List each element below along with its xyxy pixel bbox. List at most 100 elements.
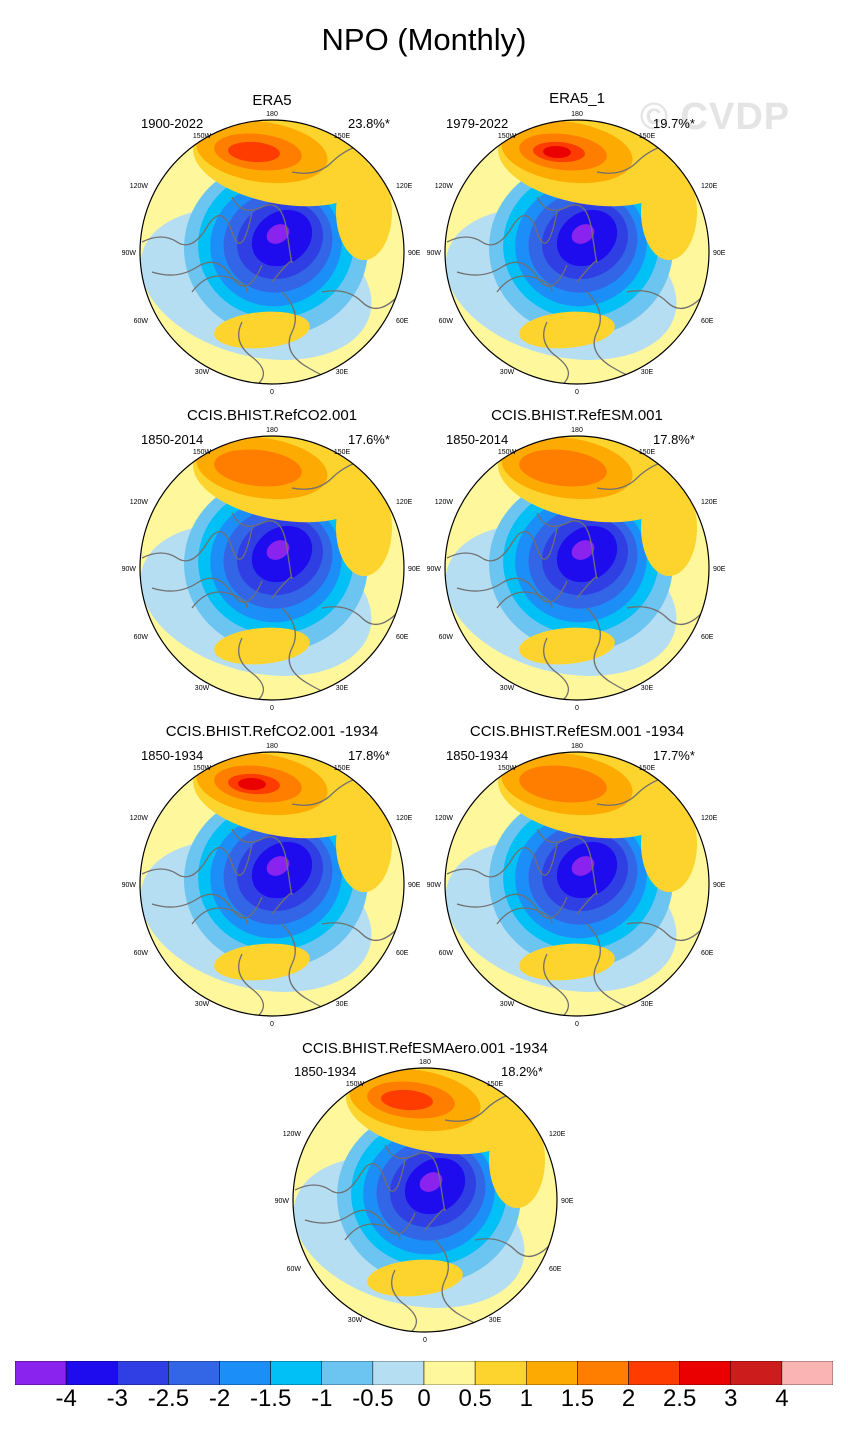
- lon-label-bottom: 0: [575, 1021, 579, 1028]
- coastline: [238, 321, 264, 384]
- coastline: [151, 261, 263, 287]
- colorbar-box: [372, 1361, 425, 1385]
- lon-label-right-mid: 90E: [713, 882, 726, 889]
- lon-label-right-mid: 90E: [713, 566, 726, 573]
- lon-label-bottom-right: 30E: [641, 1001, 654, 1008]
- contour-pos-2: [381, 1089, 433, 1111]
- lon-label-right-upper: 120E: [701, 183, 718, 190]
- lon-label-top-left: 150W: [193, 133, 212, 140]
- polar-map: 180 0 90W 90E 120W 60W 120E 60E 150W 150E 30W 30E: [275, 1059, 574, 1344]
- colorbar-box: [65, 1361, 118, 1385]
- coastline: [238, 953, 264, 1016]
- lon-label-left-lower: 60W: [287, 1266, 302, 1273]
- lon-label-top-left: 150W: [193, 449, 212, 456]
- contour-fill: [293, 1068, 557, 1332]
- watermark: © CVDP: [640, 96, 791, 138]
- lon-label-left-upper: 120W: [130, 499, 149, 506]
- contour-fill: [140, 436, 404, 700]
- lon-label-top: 180: [266, 743, 278, 750]
- panel-years: 1900-2022: [141, 116, 204, 131]
- coastline: [456, 577, 568, 603]
- panel-variance-pct: 17.6%*: [348, 432, 390, 447]
- lon-label-top: 180: [266, 111, 278, 118]
- map-border: [444, 119, 710, 385]
- lon-label-top-left: 150W: [346, 1081, 365, 1088]
- lon-label-right-mid: 90E: [713, 250, 726, 257]
- lon-label-top: 180: [571, 111, 583, 118]
- contour-fill: [445, 120, 709, 384]
- colorbar-tick-label: 1.5: [560, 1385, 595, 1412]
- lon-label-top-left: 150W: [498, 133, 517, 140]
- colorbar-box: [730, 1361, 783, 1385]
- coastline: [141, 211, 253, 246]
- panel-years: 1979-2022: [446, 116, 509, 131]
- panel-title: CCIS.BHIST.RefCO2.001: [186, 407, 358, 424]
- coastline: [191, 591, 248, 609]
- lon-label-right-lower: 60E: [701, 634, 714, 641]
- panel-years: 1850-2014: [446, 432, 509, 447]
- coastline: [543, 321, 569, 384]
- lon-label-bottom: 0: [423, 1337, 427, 1344]
- contour-fill: [140, 120, 404, 384]
- lon-label-left-mid: 90W: [427, 250, 441, 257]
- coastlines: [446, 136, 709, 384]
- coastline: [456, 893, 568, 919]
- lon-label-left-upper: 120W: [435, 183, 454, 190]
- lon-label-right-mid: 90E: [408, 882, 421, 889]
- lon-label-left-lower: 60W: [134, 634, 149, 641]
- lon-label-bottom-right: 30E: [489, 1317, 502, 1324]
- coastline: [384, 1144, 446, 1231]
- lon-label-bottom-left: 30W: [500, 369, 515, 376]
- lon-label-right-upper: 120E: [396, 499, 413, 506]
- lon-label-top: 180: [266, 427, 278, 434]
- coastline: [141, 527, 253, 562]
- contour-neg-4: [266, 540, 290, 560]
- contour-pos-1.5: [519, 449, 607, 487]
- contour-fill: [140, 752, 404, 1016]
- lon-label-bottom-left: 30W: [195, 685, 210, 692]
- lon-label-top-right: 150E: [639, 133, 656, 140]
- colorbar-tick-label: 3: [724, 1385, 738, 1412]
- lon-label-bottom: 0: [270, 389, 274, 396]
- coastline: [543, 953, 569, 1016]
- lon-label-right-mid: 90E: [408, 566, 421, 573]
- panel-years: 1850-1934: [294, 1064, 357, 1079]
- colorbar-tick-label: -1: [311, 1385, 333, 1412]
- contour-pos-lobe-south: [519, 311, 615, 349]
- contour-pos-1.5: [519, 765, 607, 803]
- coastline: [536, 512, 598, 599]
- contour-neg-4: [571, 856, 595, 876]
- contour-pos-lobe-south: [519, 943, 615, 981]
- contour-pos-lobe-east: [641, 164, 697, 260]
- lon-label-right-lower: 60E: [396, 634, 409, 641]
- lon-label-right-lower: 60E: [701, 950, 714, 957]
- polar-map: 180 0 90W 90E 120W 60W 120E 60E 150W 150E 30W 30E: [122, 743, 421, 1028]
- lon-label-bottom-right: 30E: [641, 685, 654, 692]
- lon-label-left-lower: 60W: [439, 950, 454, 957]
- map-border: [139, 751, 405, 1017]
- colorbar-tick-label: -0.5: [352, 1385, 394, 1412]
- lon-label-top: 180: [419, 1059, 431, 1066]
- coastline: [626, 922, 703, 941]
- contour-pos-lobe-south: [367, 1259, 463, 1297]
- lon-label-top-right: 150E: [487, 1081, 504, 1088]
- coastline: [321, 290, 398, 309]
- lon-label-left-mid: 90W: [427, 566, 441, 573]
- lon-label-bottom-left: 30W: [195, 1001, 210, 1008]
- panel-variance-pct: 19.7%*: [653, 116, 695, 131]
- coastline: [321, 922, 398, 941]
- colorbar-box: [15, 1361, 67, 1385]
- lon-label-top-right: 150E: [639, 765, 656, 772]
- colorbar-box: [526, 1361, 578, 1385]
- contour-pos-lobe-east: [641, 480, 697, 576]
- panel-variance-pct: 17.8%*: [348, 748, 390, 763]
- coastline: [626, 290, 703, 309]
- contour-pos-lobe-east: [336, 164, 392, 260]
- panel-variance-pct: 23.8%*: [348, 116, 390, 131]
- contour-pos-lobe-south: [519, 627, 615, 665]
- lon-label-left-lower: 60W: [134, 318, 149, 325]
- lon-label-bottom: 0: [270, 705, 274, 712]
- lon-label-right-lower: 60E: [396, 318, 409, 325]
- lon-label-bottom-right: 30E: [336, 685, 349, 692]
- coastline: [536, 196, 598, 283]
